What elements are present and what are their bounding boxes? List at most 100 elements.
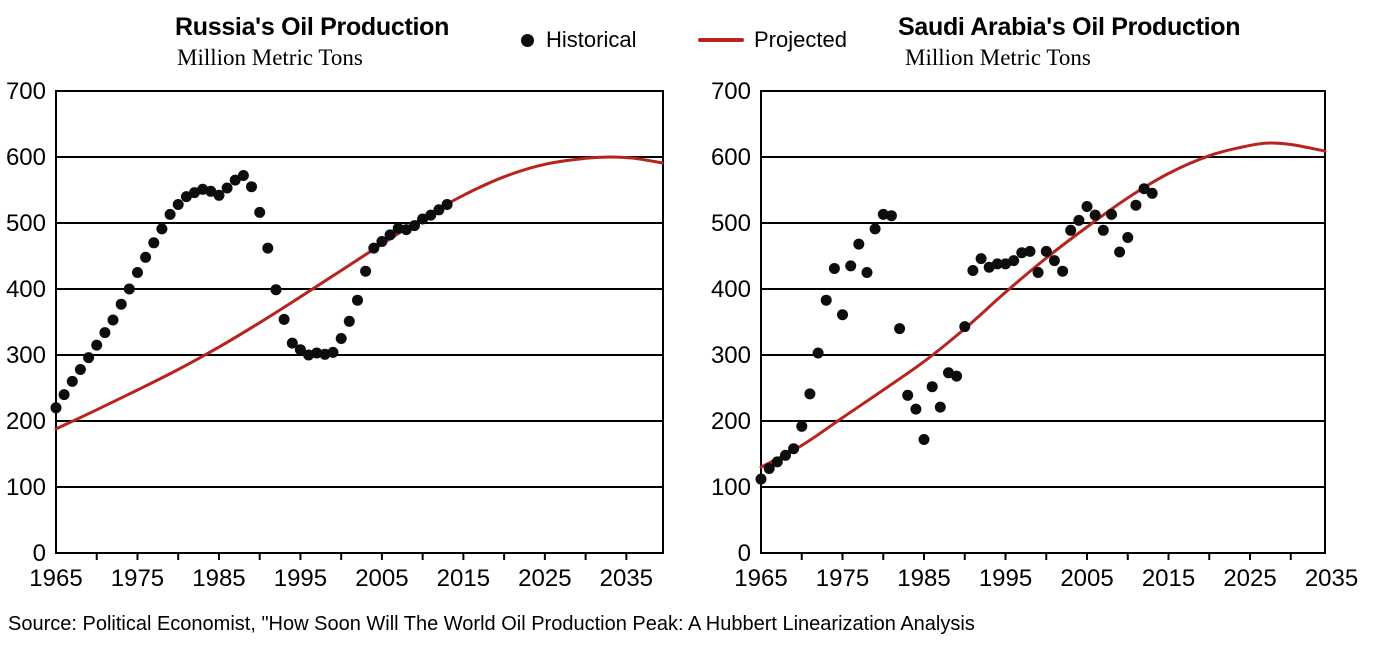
historical-point	[335, 333, 347, 344]
historical-point	[1048, 255, 1060, 267]
historical-point	[1016, 247, 1028, 259]
y-tick-label: 0	[33, 540, 46, 567]
historical-point	[115, 298, 127, 310]
historical-point	[327, 346, 339, 358]
historical-point	[869, 223, 881, 235]
y-tick-label: 0	[738, 540, 751, 567]
historical-point	[384, 229, 396, 241]
projected-line-icon	[698, 38, 744, 42]
y-tick-label: 700	[6, 80, 46, 105]
historical-point	[1146, 187, 1158, 199]
historical-point	[975, 253, 987, 265]
x-tick-label: 1995	[979, 565, 1032, 592]
historical-point	[1089, 209, 1101, 221]
y-tick-label: 500	[6, 210, 46, 237]
x-tick-label: 2005	[1060, 565, 1113, 592]
historical-point	[132, 267, 143, 278]
plot-border	[55, 90, 664, 554]
historical-point	[254, 206, 266, 218]
y-tick-label: 400	[711, 276, 751, 303]
legend-item-projected: Projected	[698, 26, 847, 54]
historical-point	[352, 294, 363, 306]
historical-point	[1032, 267, 1044, 278]
historical-point	[376, 236, 388, 247]
historical-point	[934, 401, 946, 413]
historical-point	[959, 321, 971, 333]
russia-chart-title: Russia's Oil Production	[175, 13, 450, 41]
y-tick-label: 100	[711, 474, 751, 501]
historical-point	[910, 403, 922, 415]
historical-point	[417, 213, 429, 225]
historical-point	[780, 449, 791, 461]
historical-point	[991, 258, 1003, 270]
historical-point	[812, 347, 824, 359]
x-tick-label: 1985	[897, 565, 950, 592]
historical-point	[804, 388, 816, 400]
historical-point	[164, 208, 176, 220]
historical-point	[918, 434, 930, 445]
x-tick-label: 2015	[1142, 565, 1195, 592]
x-tick-label: 1975	[111, 565, 164, 592]
historical-point	[1122, 232, 1134, 243]
legend-item-historical: Historical	[521, 26, 636, 54]
historical-point	[213, 189, 225, 201]
saudi-chart: 0 100 200 300 400 500 600 700 1965 1975 1985 1995 20…	[711, 80, 1358, 592]
historical-point	[66, 375, 78, 387]
historical-point	[1130, 199, 1142, 211]
historical-point	[246, 181, 257, 193]
saudi-chart-subtitle: Million Metric Tons	[905, 45, 1091, 70]
y-tick-label: 300	[711, 342, 751, 369]
historical-point	[294, 344, 306, 356]
historical-point	[755, 473, 767, 485]
historical-point	[360, 265, 372, 277]
historical-point	[91, 339, 103, 351]
russia-chart: 0 100 200 300 400 500 600 700 1965 1975 1985 1995 20…	[6, 80, 664, 592]
russia-chart-subtitle: Million Metric Tons	[177, 45, 363, 70]
historical-point	[99, 327, 111, 339]
historical-point	[205, 185, 217, 197]
historical-point	[861, 267, 873, 278]
historical-point	[894, 323, 906, 335]
historical-point	[1040, 245, 1052, 257]
historical-point	[74, 364, 86, 375]
historical-point	[409, 220, 420, 232]
historical-point	[902, 389, 914, 401]
historical-point	[845, 260, 857, 272]
historical-point	[286, 337, 298, 349]
y-tick-label: 200	[711, 408, 751, 435]
historical-point	[788, 443, 800, 455]
saudi-chart-title: Saudi Arabia's Oil Production	[898, 13, 1241, 41]
historical-point	[1106, 208, 1117, 220]
historical-point	[58, 389, 70, 401]
historical-point	[107, 314, 119, 326]
legend-projected-label: Projected	[754, 27, 847, 52]
x-tick-label: 1995	[274, 565, 327, 592]
historical-point	[763, 463, 775, 474]
y-tick-label: 100	[6, 474, 46, 501]
historical-point	[278, 313, 290, 325]
historical-point	[885, 210, 897, 222]
y-tick-label: 300	[6, 342, 46, 369]
historical-point	[156, 223, 168, 235]
historical-point	[140, 251, 152, 263]
historical-point	[1081, 201, 1093, 212]
historical-point	[1057, 265, 1069, 277]
historical-point	[270, 284, 282, 296]
historical-point	[311, 347, 323, 359]
y-tick-label: 400	[6, 276, 46, 303]
historical-point	[1138, 183, 1150, 195]
historical-point	[1114, 246, 1126, 258]
x-tick-label: 2035	[1305, 565, 1358, 592]
historical-point	[221, 182, 233, 194]
historical-point	[1073, 214, 1085, 226]
historical-point	[837, 309, 848, 321]
historical-point	[229, 174, 241, 186]
y-tick-label: 200	[6, 408, 46, 435]
historical-point	[853, 238, 865, 250]
historical-point	[392, 222, 404, 234]
historical-point	[368, 242, 380, 254]
x-tick-label: 1975	[816, 565, 869, 592]
historical-point	[172, 199, 184, 210]
historical-point	[1024, 245, 1036, 257]
